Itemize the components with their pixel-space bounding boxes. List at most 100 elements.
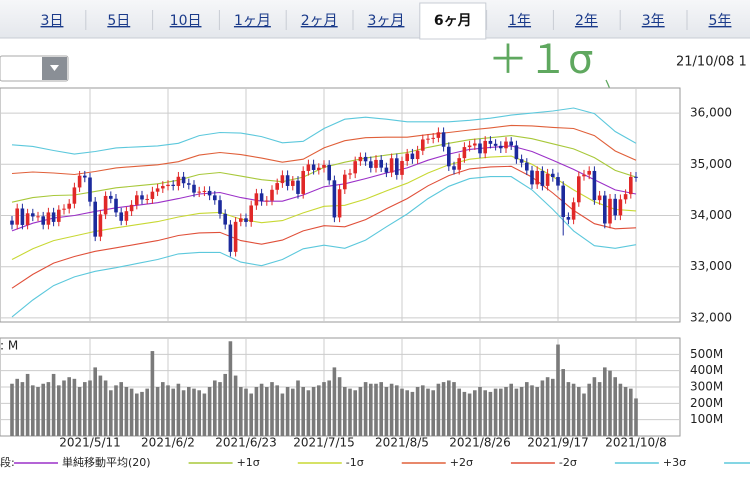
volume-bar — [395, 385, 399, 436]
timestamp: 21/10/08 1 — [676, 55, 747, 70]
volume-bar — [405, 390, 409, 436]
tab[interactable]: 3日 — [41, 13, 64, 29]
volume-bar — [259, 383, 264, 436]
volume-bar — [166, 385, 170, 436]
candle-body — [213, 195, 217, 201]
volume-bar — [176, 383, 181, 436]
candle-body — [192, 184, 196, 193]
candle-body — [478, 143, 482, 154]
tab[interactable]: 6ヶ月 — [434, 13, 472, 29]
candle-body — [457, 158, 461, 170]
candle-body — [176, 176, 181, 186]
candle-body — [202, 190, 207, 192]
candle-body — [124, 211, 129, 221]
candle-body — [103, 195, 108, 215]
candle-body — [514, 145, 519, 160]
candle-body — [597, 195, 602, 201]
volume-bar — [493, 388, 498, 436]
plot: 32,000 33,000 34,000 35,000 36,000 単純移動平均(20)… — [0, 88, 750, 469]
candle-body — [207, 190, 212, 196]
volume-bar — [597, 382, 602, 436]
volume-bar — [67, 377, 71, 436]
volume-bar — [36, 387, 40, 436]
candle-body — [306, 164, 311, 171]
candle-body — [285, 175, 290, 186]
candle-body — [327, 164, 331, 181]
volume-bar — [181, 390, 186, 436]
candle-body — [540, 170, 545, 186]
tab[interactable]: 1ヶ月 — [234, 13, 271, 29]
volume-bar — [441, 382, 446, 436]
tab[interactable]: 1年 — [508, 13, 531, 29]
y-tick-label: 200M — [690, 396, 723, 410]
volume-bar — [530, 385, 534, 436]
tab[interactable]: 2年 — [575, 13, 598, 29]
candle-body — [311, 164, 316, 170]
volume-bar — [218, 382, 222, 436]
candle-body — [400, 161, 404, 175]
volume-bar — [332, 367, 337, 436]
annotation: ＋１σ — [488, 37, 593, 83]
volume-bar — [239, 387, 243, 436]
volume-bar — [265, 387, 269, 436]
candle-body — [280, 175, 285, 184]
candle-body — [249, 205, 253, 222]
candle-body — [46, 212, 51, 225]
volume-bar — [202, 393, 207, 436]
tab[interactable]: 5日 — [107, 13, 130, 29]
volume-bar — [514, 388, 519, 436]
tab[interactable]: 5年 — [709, 13, 732, 29]
candle-body — [187, 183, 191, 185]
volume-bar — [473, 390, 477, 436]
candle-body — [67, 203, 71, 209]
candle-body — [603, 195, 607, 224]
candle-body — [244, 218, 248, 222]
volume-bar — [384, 387, 389, 436]
volume-bar — [301, 387, 305, 436]
candle-body — [296, 180, 300, 194]
candle-body — [488, 140, 493, 144]
candle-body — [369, 161, 373, 168]
tab[interactable]: 3ヶ月 — [368, 13, 405, 29]
volume-bar — [317, 385, 321, 436]
volume-bar — [343, 387, 347, 436]
y-tick-label: 100M — [690, 412, 723, 426]
volume-bar — [467, 393, 472, 436]
volume-bar — [150, 351, 155, 436]
volume-bar — [327, 380, 331, 436]
volume-bar — [285, 387, 290, 436]
volume-bar — [353, 390, 357, 436]
volume-bar — [119, 382, 123, 436]
volume-bar — [462, 391, 467, 436]
volume-bar — [452, 382, 456, 436]
volume-bar — [410, 391, 415, 436]
band-line — [11, 124, 637, 176]
volume-bar — [228, 341, 233, 436]
volume-bar — [296, 380, 300, 436]
legend-label: -2σ — [559, 456, 577, 469]
volume-bar — [140, 391, 144, 436]
volume-bar — [25, 373, 30, 436]
candle-body — [337, 189, 342, 218]
band-line — [11, 155, 637, 260]
y-tick-label: 34,000 — [690, 208, 732, 222]
candle-body — [473, 143, 477, 146]
volume-bar — [363, 382, 368, 436]
tab[interactable]: 10日 — [170, 13, 202, 29]
volume-bar — [618, 383, 623, 436]
x-tick-label: 2021/8/5 — [375, 436, 429, 450]
candle-body — [223, 213, 227, 225]
volume-bar — [587, 383, 591, 436]
tab[interactable]: 3年 — [642, 13, 665, 29]
candle-body — [129, 204, 134, 212]
volume-bar — [77, 387, 82, 436]
candle-body — [239, 218, 243, 222]
volume-bar — [135, 393, 139, 436]
tab[interactable]: 2ヶ月 — [301, 13, 338, 29]
candle-body — [374, 159, 378, 168]
volume-bar — [613, 377, 617, 436]
tab-active — [419, 2, 487, 40]
volume-bar — [348, 388, 352, 436]
volume-bar — [114, 385, 118, 436]
volume-bar — [192, 388, 196, 436]
